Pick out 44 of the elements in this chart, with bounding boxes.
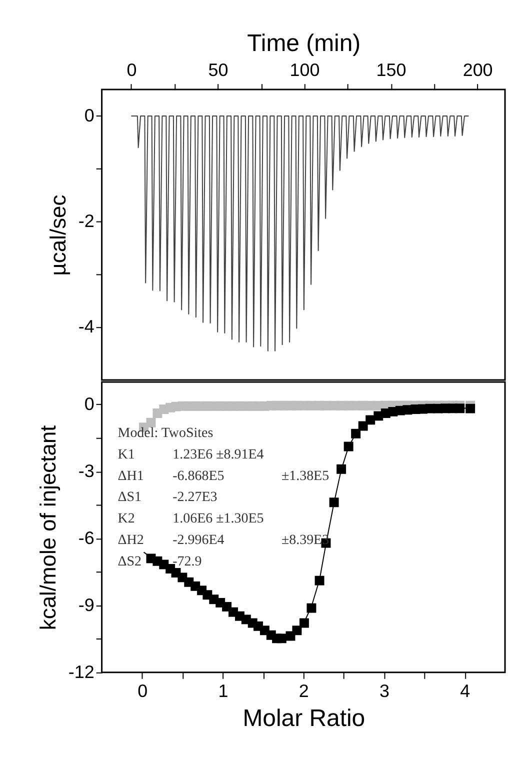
point <box>358 421 368 431</box>
text: ΔS1 -2.27E3 <box>118 490 218 506</box>
y-tick-label: 0 <box>84 394 94 414</box>
point <box>306 603 316 613</box>
text: ΔS2 -72.9 <box>118 554 202 570</box>
point <box>351 428 361 438</box>
text: K2 1.06E6 ±1.30E5 <box>118 512 264 527</box>
x-tick-label: 150 <box>376 60 406 80</box>
y-tick-label: -3 <box>78 460 94 481</box>
text: K1 1.23E6 ±8.91E4 <box>118 447 264 462</box>
y-tick-label: 0 <box>84 105 94 126</box>
y-axis-title: µcal/sec <box>45 194 70 276</box>
x-axis-title: Time (min) <box>247 30 361 58</box>
y-tick-label: -9 <box>78 594 94 615</box>
x-axis-title: Molar Ratio <box>242 704 366 732</box>
x-tick-label: 0 <box>138 680 148 701</box>
point <box>455 404 465 414</box>
y-tick-label: -12 <box>68 662 94 682</box>
point <box>466 404 476 414</box>
point <box>276 634 286 644</box>
x-tick-label: 1 <box>218 680 228 701</box>
x-tick-label: 3 <box>380 680 390 701</box>
x-tick-label: 2 <box>298 680 309 701</box>
point <box>344 442 354 452</box>
annotation: Model: TwoSites <box>118 426 214 441</box>
y-tick-label: -4 <box>78 316 94 337</box>
x-tick-label: 200 <box>462 60 493 80</box>
y-axis-title: kcal/mole of injectant <box>35 425 60 630</box>
y-tick-label: -6 <box>78 528 94 548</box>
y-tick-label: -2 <box>78 211 94 232</box>
point <box>402 405 412 415</box>
line-series <box>130 115 470 352</box>
point <box>329 498 339 508</box>
x-tick-label: 4 <box>460 680 470 701</box>
x-tick-label: 0 <box>126 60 137 80</box>
point <box>336 464 346 474</box>
point <box>366 415 376 425</box>
x-tick-label: 100 <box>290 60 320 80</box>
point <box>292 626 302 636</box>
point <box>299 618 309 628</box>
x-tick-label: 50 <box>208 60 228 80</box>
point <box>314 576 324 586</box>
text: ΔH1 -6.868E5 ±1.38E5 <box>118 468 330 484</box>
point <box>146 418 156 428</box>
